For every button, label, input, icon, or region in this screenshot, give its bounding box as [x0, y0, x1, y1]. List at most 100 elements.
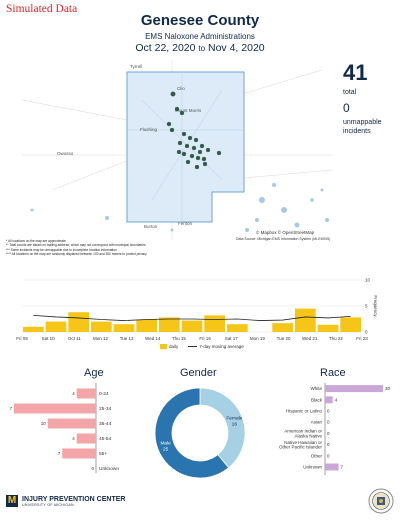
incident-marker [166, 121, 172, 127]
incident-marker [170, 91, 176, 97]
race-bar [325, 396, 333, 404]
daily-bar [272, 323, 293, 332]
incident-marker [199, 143, 205, 149]
race-bar [325, 385, 383, 393]
x-tick-label: Wed 14 [145, 336, 161, 341]
incident-markers [166, 91, 222, 170]
age-value-label: 7 [58, 451, 61, 456]
daily-bar [295, 308, 316, 332]
place-label-owosso: Owosso [57, 151, 74, 156]
incident-map[interactable]: Tyrrell Clio Mount Morris Flushing Owoss… [22, 60, 332, 240]
place-label-tyrrell: Tyrrell [130, 64, 142, 69]
unmappable-label: unmappable incidents [343, 118, 393, 136]
daily-bar [136, 319, 157, 332]
simulated-data-watermark: Simulated Data [6, 3, 78, 15]
age-value-label: 17 [10, 406, 12, 411]
x-tick-label: Tue 20 [277, 336, 291, 341]
daily-bar [181, 320, 203, 332]
map-notes: * All locations on the map are approxima… [6, 239, 226, 256]
state-seal-icon [368, 488, 394, 514]
race-category-label: Black [311, 397, 323, 402]
age-category-label: Unknown [99, 466, 119, 472]
total-count: 41 [343, 60, 368, 85]
race-bar [325, 463, 339, 471]
race-category-label: Asian [311, 420, 323, 425]
map-lakes [30, 183, 329, 232]
map-note: **** All locations on the map are random… [6, 251, 147, 256]
y-tick-label: 5 [365, 304, 368, 309]
incident-marker [169, 127, 175, 133]
legend-average-label: 7-day moving average [199, 344, 244, 350]
y-tick-label: 10 [365, 278, 371, 283]
incident-marker [197, 149, 203, 155]
incident-marker [205, 147, 211, 153]
race-value-label: 30 [385, 386, 391, 391]
daily-bar [159, 317, 180, 332]
x-tick-label: Mon 19 [250, 336, 266, 341]
gender-slice [199, 387, 246, 469]
daily-bar [68, 312, 89, 332]
x-tick-label: Wed 21 [302, 336, 318, 341]
daily-bar [227, 324, 248, 332]
x-tick-label: Sat 17 [225, 336, 239, 341]
race-category-label: Hispanic or Latino [286, 409, 323, 414]
gender-slice-label: Male [160, 440, 171, 446]
incident-marker [193, 137, 199, 143]
incident-marker [187, 135, 193, 141]
y-tick-label: 0 [365, 330, 368, 335]
age-chart: 4 0-24 17 25-34 10 35-44 4 45-54 7 55+ 0 Unknown [10, 383, 119, 473]
incident-marker [184, 143, 190, 149]
daily-bar [91, 321, 112, 332]
place-label-burton: Burton [144, 224, 158, 229]
age-value-label: 4 [72, 436, 75, 441]
age-value-label: 0 [91, 466, 94, 471]
race-value-label: 0 [327, 431, 330, 436]
y-axis-label: Frequency [373, 295, 378, 317]
place-label-fenton: Fenton [178, 221, 193, 226]
map-note: *** Some incidents may be unmappable due… [6, 247, 117, 252]
incident-marker [216, 150, 222, 156]
date-range: Oct 22, 2020 to Nov 4, 2020 [0, 42, 400, 54]
age-category-label: 35-44 [99, 421, 112, 427]
place-label-mount-morris: Mount Morris [175, 108, 202, 113]
place-label-flushing: Flushing [140, 127, 158, 132]
race-value-label: 0 [327, 409, 330, 414]
age-title: Age [84, 367, 104, 379]
incident-marker [189, 153, 195, 159]
incident-marker [202, 161, 208, 167]
daily-frequency-chart: 0 5 10 Fri 09 Sat 10 Oct 11 Mon 12 Tue 13 Wed 14… [16, 278, 378, 342]
map-credit: © Mapbox © OpenStreetMap [256, 230, 315, 235]
incident-marker [179, 110, 185, 116]
legend-average: 7-day moving average [188, 344, 244, 349]
page-title: Genesee County [140, 12, 260, 29]
date-end: Nov 4, 2020 [208, 42, 265, 54]
gender-slice-label: Female [226, 416, 242, 422]
incident-marker [191, 145, 197, 151]
incident-marker [185, 159, 191, 165]
race-value-label: 4 [335, 397, 338, 402]
gender-slice-value: 16 [232, 422, 238, 428]
race-category-label: Unknown [303, 465, 322, 470]
incident-marker [176, 149, 182, 155]
incident-marker [194, 164, 200, 170]
age-category-label: 45-54 [99, 436, 112, 442]
daily-bar [204, 315, 225, 332]
x-tick-label: Oct 11 [68, 336, 81, 341]
daily-bar [45, 321, 67, 332]
place-label-clio: Clio [177, 86, 185, 91]
map-data-source: Data Source: Michigan EMS Information Sy… [236, 237, 331, 241]
injury-prevention-center-logo: M INJURY PREVENTION CENTER UNIVERSITY OF… [6, 495, 125, 507]
block-m-logo: M [6, 495, 18, 507]
race-category-label: White [310, 386, 322, 391]
x-tick-label: Fri 09 [16, 336, 28, 341]
daily-bar [317, 324, 339, 332]
x-tick-label: Fri 16 [199, 336, 211, 341]
x-tick-label: Thu 15 [172, 336, 187, 341]
age-category-label: 55+ [99, 451, 107, 457]
race-value-label: 0 [327, 442, 330, 447]
date-start: Oct 22, 2020 [135, 42, 196, 54]
total-label: total [343, 89, 357, 96]
incident-marker [195, 155, 201, 161]
x-tick-label: Fri 23 [356, 336, 368, 341]
age-value-label: 10 [41, 421, 47, 426]
